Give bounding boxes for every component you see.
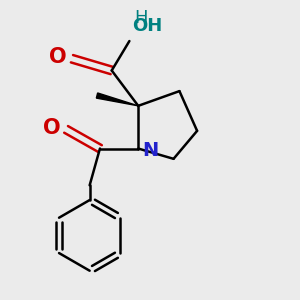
Text: O: O (43, 118, 61, 138)
Text: O: O (49, 47, 67, 67)
Polygon shape (96, 93, 138, 106)
Text: OH: OH (132, 17, 162, 35)
Text: H: H (135, 9, 148, 27)
Text: N: N (142, 141, 159, 160)
